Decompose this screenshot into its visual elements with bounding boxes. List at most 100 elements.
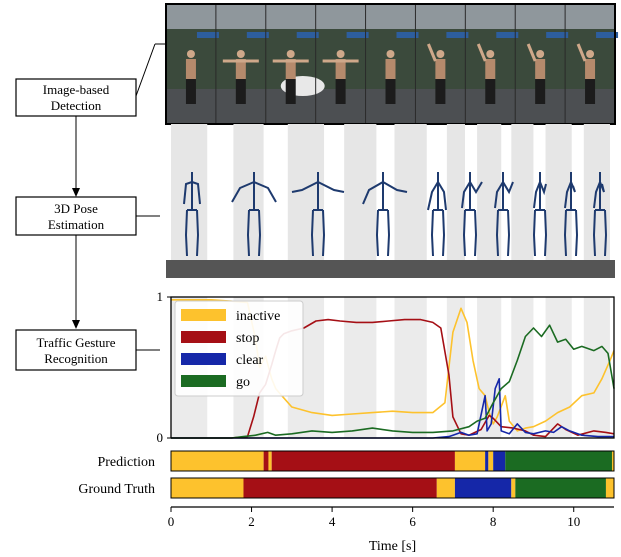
timeline-segment-go	[515, 478, 606, 498]
sign-icon	[596, 32, 619, 38]
skeleton-arm	[317, 181, 345, 193]
timeline-segment-inactive	[488, 451, 494, 471]
x-tick-label: 8	[490, 514, 497, 529]
step-box	[15, 329, 137, 371]
person-legs-icon	[385, 79, 396, 104]
arrow-1-head	[72, 188, 80, 197]
timeline-row-frame	[170, 477, 615, 499]
person-body-icon	[435, 59, 446, 79]
timeline-segment-stop	[243, 478, 437, 498]
timeline-segment-inactive	[268, 451, 272, 471]
person-arm-icon	[576, 43, 587, 62]
skeleton-arm	[291, 181, 319, 193]
person-body-icon	[585, 59, 596, 79]
person-legs-icon	[585, 79, 596, 104]
skeleton-arm	[437, 181, 447, 211]
legend-swatch-go	[181, 375, 226, 387]
skeleton-arm	[539, 181, 547, 196]
step-3d-pose: 3D Pose Estimation	[15, 196, 137, 236]
timeline-segment-inactive	[171, 451, 264, 471]
timeline-segment-inactive	[611, 451, 614, 471]
skeleton-leg	[442, 209, 446, 257]
chart-band	[511, 297, 534, 438]
skeleton-leg	[184, 209, 188, 257]
skeleton-arm	[253, 181, 277, 203]
step-label-line-2: Estimation	[48, 217, 105, 232]
timeline-segment-clear	[485, 451, 489, 471]
arrow-2-head	[72, 320, 80, 329]
timeline-row-prediction: Prediction	[97, 450, 615, 472]
sign-icon	[196, 32, 219, 38]
sign-icon	[396, 32, 419, 38]
timeline-segment-inactive	[605, 478, 614, 498]
person-body-icon	[285, 59, 296, 79]
legend-label-go: go	[236, 375, 250, 390]
timeline-segment-inactive	[436, 478, 455, 498]
pose-band	[344, 124, 377, 260]
person-body-icon	[535, 59, 546, 79]
sign-icon	[446, 32, 469, 38]
person-legs-icon	[285, 79, 296, 104]
skeleton-arm	[502, 181, 514, 195]
x-tick-label: 4	[329, 514, 336, 529]
person-arm-icon	[427, 43, 437, 62]
connector-photo	[135, 43, 156, 97]
skeleton-arm	[593, 181, 601, 209]
photo-strip-border	[165, 3, 616, 125]
skeleton-leg	[604, 209, 608, 257]
skeleton-leg	[563, 209, 567, 257]
timeline-segment-inactive	[454, 451, 486, 471]
person-head-icon	[436, 50, 445, 58]
legend-label-stop: stop	[236, 331, 259, 346]
pipeline: Image-based Detection 3D Pose Estimation…	[15, 43, 166, 371]
x-tick-label: 10	[567, 514, 580, 529]
skeleton-leg	[532, 209, 536, 257]
skeleton-leg	[462, 209, 466, 257]
timeline-row-label: Ground Truth	[78, 482, 155, 497]
skeleton-arm	[382, 181, 408, 193]
chart: 0 1 inactive stop clear go Prediction Ground Tr…	[78, 289, 615, 554]
skeleton-arm	[231, 181, 255, 203]
y-tick-label: 0	[157, 430, 164, 445]
sign-icon	[246, 32, 269, 38]
person-legs-icon	[485, 79, 496, 104]
series-line-go	[171, 324, 615, 439]
skeleton-arm	[533, 181, 541, 209]
person-legs-icon	[185, 79, 196, 104]
person-head-icon	[486, 50, 495, 58]
timeline-row-ground-truth: Ground Truth	[78, 477, 615, 499]
pose-band	[394, 124, 427, 260]
person-head-icon	[236, 50, 245, 58]
skeleton-arm	[494, 181, 504, 209]
sign-icon	[496, 32, 519, 38]
skeleton-arm	[183, 181, 193, 205]
person-legs-icon	[335, 79, 346, 104]
skeleton-leg	[575, 209, 579, 257]
skeleton-leg	[375, 209, 379, 257]
legend-swatch-stop	[181, 331, 226, 343]
person-legs-icon	[535, 79, 546, 104]
chart-band	[344, 297, 377, 438]
timeline-segment-stop	[263, 451, 269, 471]
x-tick-label: 6	[409, 514, 416, 529]
person-arm-icon	[526, 43, 537, 62]
x-tick-label: 0	[168, 514, 175, 529]
person-head-icon	[186, 50, 195, 58]
skeleton-leg	[495, 209, 499, 257]
person-arm-icon	[476, 43, 487, 62]
step-image-detection: Image-based Detection	[15, 78, 137, 117]
person-legs-icon	[435, 79, 446, 104]
timeline-segment-clear	[493, 451, 506, 471]
legend-swatch-clear	[181, 353, 226, 365]
person-head-icon	[286, 50, 295, 58]
x-axis-label: Time [s]	[369, 539, 416, 554]
step-box	[15, 78, 137, 117]
step-label-line-1: Image-based	[43, 82, 110, 97]
step-label-line-1: 3D Pose	[54, 201, 98, 216]
sign-icon	[346, 32, 369, 38]
pose-band	[511, 124, 534, 260]
pose-ground	[166, 260, 615, 278]
person-body-icon	[335, 59, 346, 79]
sign-icon	[546, 32, 569, 38]
